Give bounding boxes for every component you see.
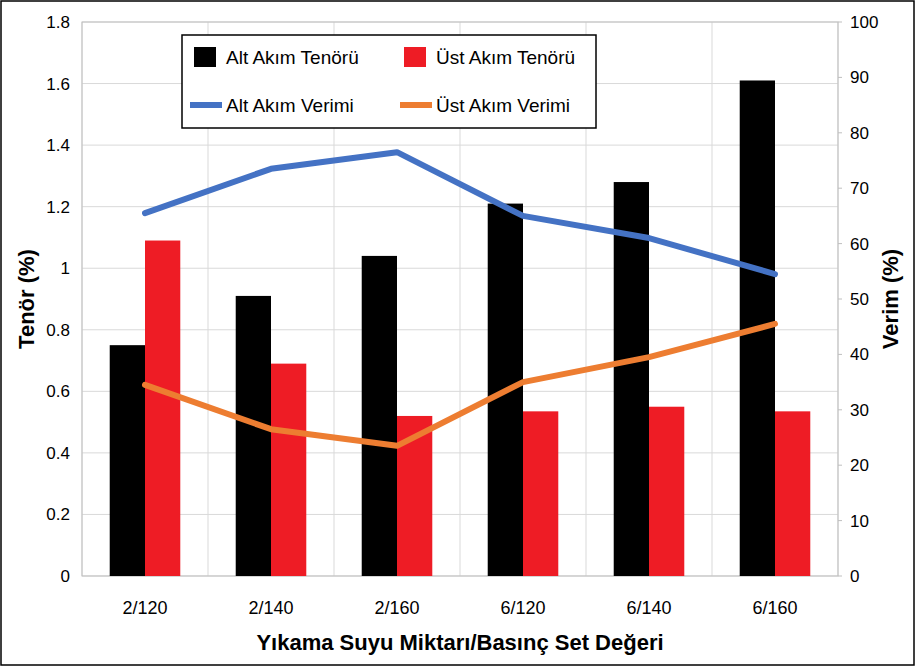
legend: Alt Akım Tenörü Üst Akım Tenörü Alt Akım V… [182,35,596,128]
y2-tick-label: 20 [850,456,869,475]
legend-label: Üst Akım Verimi [436,95,570,116]
x-tick-label: 6/140 [626,598,671,618]
y-tick-label: 0 [61,567,70,586]
y-tick-label: 1.2 [46,198,70,217]
x-tick-label: 2/160 [374,598,419,618]
bar [145,241,180,576]
chart: 0 0.2 0.4 0.6 0.8 1 1.2 1.4 1.6 1.8 0 10 20 30 40 50 60 7… [0,0,915,666]
y2-tick [838,409,842,410]
y2-tick-label: 10 [850,512,869,531]
y2-tick-label: 30 [850,401,869,420]
grid-line-vertical [712,22,713,576]
y-tick-label: 1 [61,259,70,278]
y2-tick [838,354,842,355]
bar [775,411,810,576]
plot-frame [82,22,838,576]
x-tick-label: 6/160 [752,598,797,618]
frame [1,1,914,665]
legend-label: Alt Akım Tenörü [226,47,359,68]
y2-axis-label: Verim (%) [878,249,903,349]
legend-swatch [190,102,222,108]
legend-swatch [194,47,216,67]
legend-swatch [400,102,432,108]
bar [362,256,397,576]
x-tick-label: 2/140 [248,598,293,618]
y-tick-label: 1.4 [46,136,70,155]
bar [614,182,649,576]
bar [523,411,558,576]
y2-tick-label: 80 [850,124,869,143]
legend-label: Üst Akım Tenörü [436,47,575,68]
y2-tick [838,132,842,133]
y-tick-label: 0.8 [46,321,70,340]
y-tick-label: 0.4 [46,444,70,463]
y2-tick [838,299,842,300]
bar [649,407,684,576]
y2-tick [838,576,842,577]
y2-tick-label: 90 [850,68,869,87]
x-axis-label: Yıkama Suyu Miktarı/Basınç Set Değeri [256,630,663,655]
line [145,152,775,274]
x-tick-label: 6/120 [500,598,545,618]
bar [236,296,271,576]
y2-tick-label: 100 [850,13,878,32]
marks [110,80,811,576]
y2-tick [838,188,842,189]
legend-label: Alt Akım Verimi [226,95,354,116]
y2-tick [838,77,842,78]
legend-swatch [404,47,426,67]
y2-tick [838,520,842,521]
line [145,324,775,446]
y-tick-label: 1.6 [46,75,70,94]
y-tick-label: 0.6 [46,382,70,401]
bar [110,345,145,576]
y2-tick-label: 40 [850,345,869,364]
y2-tick [838,465,842,466]
x-tick-label: 2/120 [122,598,167,618]
y-axis-label: Tenör (%) [14,249,39,349]
y2-tick [838,243,842,244]
y2-tick-label: 0 [850,567,859,586]
legend-box [182,35,596,128]
y-tick-label: 0.2 [46,505,70,524]
y2-tick-label: 50 [850,290,869,309]
y-tick-label: 1.8 [46,13,70,32]
y2-tick [838,22,842,23]
bar [271,364,306,576]
y2-tick-label: 60 [850,235,869,254]
y2-tick-label: 70 [850,179,869,198]
